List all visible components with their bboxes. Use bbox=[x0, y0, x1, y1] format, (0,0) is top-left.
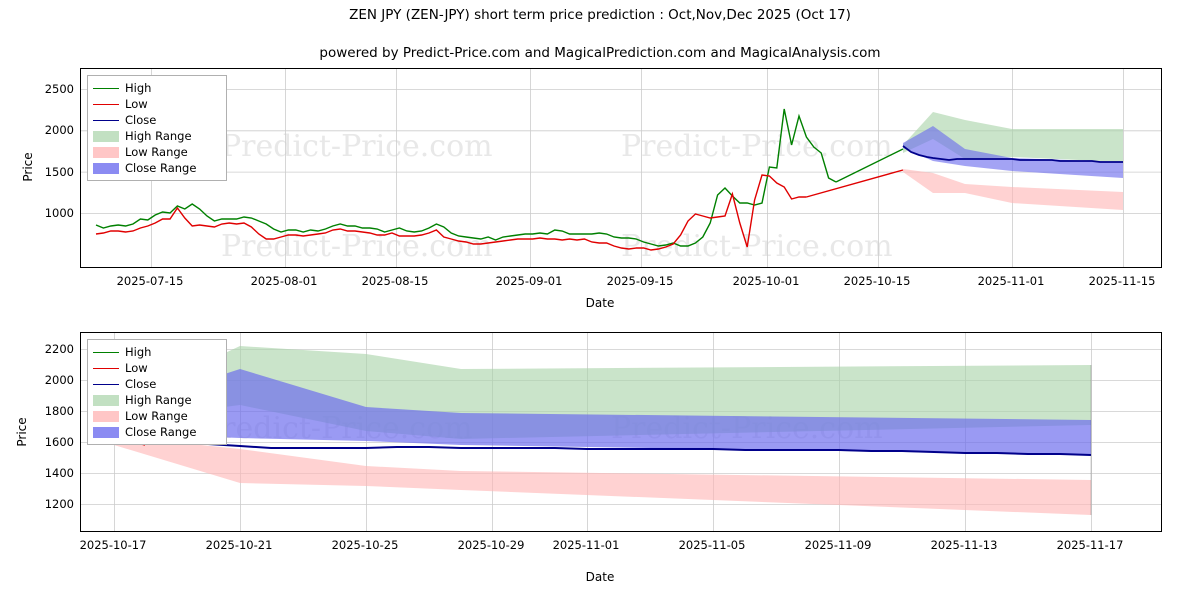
legend-swatch-low-line bbox=[93, 367, 119, 369]
top-xtick-5: 2025-10-01 bbox=[732, 274, 800, 288]
bottom-ytick-1200: 1200 bbox=[44, 497, 74, 511]
legend-item-close: Close bbox=[93, 376, 220, 392]
legend-swatch-close-range bbox=[93, 162, 119, 174]
bottom-xtick-0: 2025-10-17 bbox=[79, 538, 147, 552]
legend-label-high-range: High Range bbox=[125, 393, 192, 407]
legend-swatch-close-line bbox=[93, 119, 119, 121]
legend-label-close-range: Close Range bbox=[125, 425, 197, 439]
legend-label-close-range: Close Range bbox=[125, 161, 197, 175]
legend-swatch-high-line bbox=[93, 87, 119, 89]
legend-item-high-range: High Range bbox=[93, 128, 220, 144]
legend-item-high: High bbox=[93, 80, 220, 96]
legend-label-close: Close bbox=[125, 377, 157, 391]
top-xtick-7: 2025-11-01 bbox=[977, 274, 1045, 288]
legend-swatch-close-line bbox=[93, 383, 119, 385]
legend-swatch-high-range bbox=[93, 130, 119, 142]
top-yaxis-label: Price bbox=[21, 152, 35, 182]
legend-label-high-range: High Range bbox=[125, 129, 192, 143]
legend-label-low-range: Low Range bbox=[125, 145, 188, 159]
top-xtick-2: 2025-08-15 bbox=[361, 274, 429, 288]
bottom-xtick-1: 2025-10-21 bbox=[205, 538, 273, 552]
bottom-xaxis-label: Date bbox=[585, 570, 615, 584]
legend-item-close: Close bbox=[93, 112, 220, 128]
bottom-ytick-1800: 1800 bbox=[44, 404, 74, 418]
legend-item-low: Low bbox=[93, 360, 220, 376]
top-xtick-6: 2025-10-15 bbox=[843, 274, 911, 288]
bottom-ytick-1400: 1400 bbox=[44, 466, 74, 480]
legend-label-low: Low bbox=[125, 97, 148, 111]
top-ytick-1500: 1500 bbox=[44, 165, 74, 179]
top-xtick-8: 2025-11-15 bbox=[1088, 274, 1156, 288]
top-plot-area: Predict-Price.com Predict-Price.com Pred… bbox=[80, 68, 1162, 268]
legend-item-close-range: Close Range bbox=[93, 424, 220, 440]
chart-subtitle: powered by Predict-Price.com and Magical… bbox=[319, 45, 881, 61]
top-ytick-1000: 1000 bbox=[44, 206, 74, 220]
legend-item-low-range: Low Range bbox=[93, 408, 220, 424]
legend-swatch-close-range bbox=[93, 426, 119, 438]
legend-item-high-range: High Range bbox=[93, 392, 220, 408]
legend-label-high: High bbox=[125, 81, 152, 95]
top-chart-svg bbox=[81, 69, 1161, 267]
bottom-xtick-6: 2025-11-09 bbox=[804, 538, 872, 552]
top-ytick-2500: 2500 bbox=[44, 82, 74, 96]
bottom-legend: High Low Close High Range Low Range Clos… bbox=[87, 339, 227, 445]
bottom-xtick-2: 2025-10-25 bbox=[331, 538, 399, 552]
bottom-xtick-4: 2025-11-01 bbox=[552, 538, 620, 552]
bottom-ytick-2000: 2000 bbox=[44, 373, 74, 387]
bottom-xtick-5: 2025-11-05 bbox=[678, 538, 746, 552]
bottom-yaxis-label: Price bbox=[15, 417, 29, 447]
bottom-xtick-7: 2025-11-13 bbox=[930, 538, 998, 552]
bottom-xtick-8: 2025-11-17 bbox=[1056, 538, 1124, 552]
legend-swatch-low-range bbox=[93, 410, 119, 422]
legend-swatch-high-range bbox=[93, 394, 119, 406]
top-xtick-4: 2025-09-15 bbox=[606, 274, 674, 288]
bottom-ytick-1600: 1600 bbox=[44, 435, 74, 449]
top-ytick-2000: 2000 bbox=[44, 123, 74, 137]
legend-swatch-low-line bbox=[93, 103, 119, 105]
top-xtick-3: 2025-09-01 bbox=[495, 274, 563, 288]
legend-label-high: High bbox=[125, 345, 152, 359]
legend-item-low: Low bbox=[93, 96, 220, 112]
legend-swatch-low-range bbox=[93, 146, 119, 158]
legend-item-close-range: Close Range bbox=[93, 160, 220, 176]
bottom-chart-svg bbox=[81, 333, 1161, 531]
bottom-xtick-3: 2025-10-29 bbox=[457, 538, 525, 552]
legend-label-low-range: Low Range bbox=[125, 409, 188, 423]
legend-label-close: Close bbox=[125, 113, 157, 127]
top-xtick-1: 2025-08-01 bbox=[250, 274, 318, 288]
legend-item-low-range: Low Range bbox=[93, 144, 220, 160]
legend-label-low: Low bbox=[125, 361, 148, 375]
bottom-ytick-2200: 2200 bbox=[44, 342, 74, 356]
top-xtick-0: 2025-07-15 bbox=[116, 274, 184, 288]
top-legend: High Low Close High Range Low Range Clos… bbox=[87, 75, 227, 181]
legend-swatch-high-line bbox=[93, 351, 119, 353]
chart-title: ZEN JPY (ZEN-JPY) short term price predi… bbox=[349, 7, 851, 23]
bottom-plot-area: Predict-Price.com Predict-Price.com bbox=[80, 332, 1162, 532]
legend-item-high: High bbox=[93, 344, 220, 360]
top-xaxis-label: Date bbox=[585, 296, 615, 310]
